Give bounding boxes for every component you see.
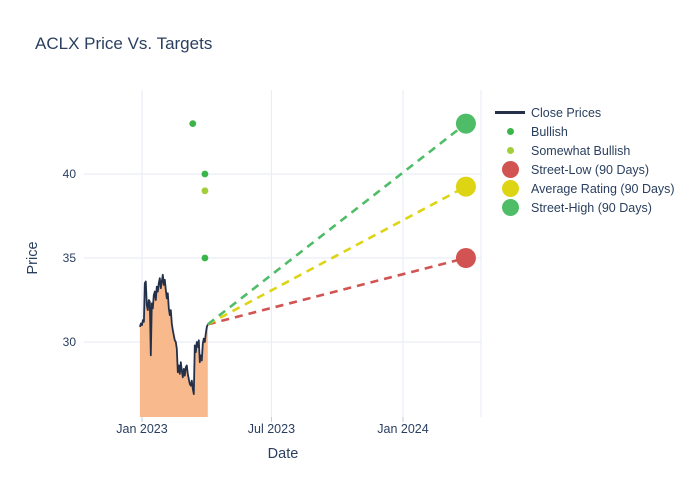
- close-prices-line-swatch: [493, 111, 527, 114]
- legend-label: Somewhat Bullish: [531, 143, 631, 158]
- legend-item-average-rating[interactable]: Average Rating (90 Days): [493, 179, 675, 198]
- legend-item-bullish[interactable]: Bullish: [493, 122, 675, 141]
- y-axis-title-text: Price: [25, 241, 41, 275]
- somewhat-bullish-dot-swatch: [493, 147, 527, 154]
- bullish-dot-swatch: [493, 128, 527, 135]
- street-high-90-days--marker[interactable]: [455, 113, 476, 134]
- legend-item-street-high[interactable]: Street-High (90 Days): [493, 198, 675, 217]
- y-tick-label: 40: [63, 167, 77, 181]
- average-rating-90-days--marker[interactable]: [455, 176, 476, 197]
- legend: Close Prices Bullish Somewhat Bullish St…: [493, 103, 675, 217]
- legend-label: Street-Low (90 Days): [531, 162, 650, 177]
- x-axis-title: Date: [267, 446, 299, 462]
- somewhat-bullish-point[interactable]: [201, 187, 209, 195]
- legend-item-street-low[interactable]: Street-Low (90 Days): [493, 160, 675, 179]
- y-tick-label: 30: [63, 335, 77, 349]
- legend-label: Street-High (90 Days): [531, 200, 652, 215]
- street-high-circle-swatch: [493, 199, 527, 216]
- close-prices-line[interactable]: [139, 273, 209, 396]
- street-low-90-days--dashed-line: [207, 256, 467, 326]
- legend-item-somewhat-bullish[interactable]: Somewhat Bullish: [493, 141, 675, 160]
- street-low-circle-swatch: [493, 161, 527, 178]
- legend-label: Average Rating (90 Days): [531, 181, 675, 196]
- bullish-point[interactable]: [189, 120, 197, 127]
- street-low-90-days--marker[interactable]: [455, 248, 476, 268]
- bullish-point[interactable]: [201, 254, 209, 262]
- legend-label: Close Prices: [531, 105, 602, 120]
- x-tick-label: Jul 2023: [248, 422, 295, 436]
- y-tick-label: 35: [63, 251, 77, 265]
- chart-title: ACLX Price Vs. Targets: [35, 34, 213, 53]
- legend-item-close-prices[interactable]: Close Prices: [493, 103, 675, 122]
- average-rating-circle-swatch: [493, 180, 527, 197]
- legend-label: Bullish: [531, 124, 568, 139]
- close-prices-fill: [139, 274, 208, 417]
- x-tick-label: Jan 2023: [116, 422, 167, 436]
- average-rating-90-days--dashed-line: [207, 185, 467, 326]
- bullish-point[interactable]: [201, 170, 209, 178]
- x-tick-label: Jan 2024: [377, 422, 428, 436]
- street-high-90-days--dashed-line: [206, 122, 467, 326]
